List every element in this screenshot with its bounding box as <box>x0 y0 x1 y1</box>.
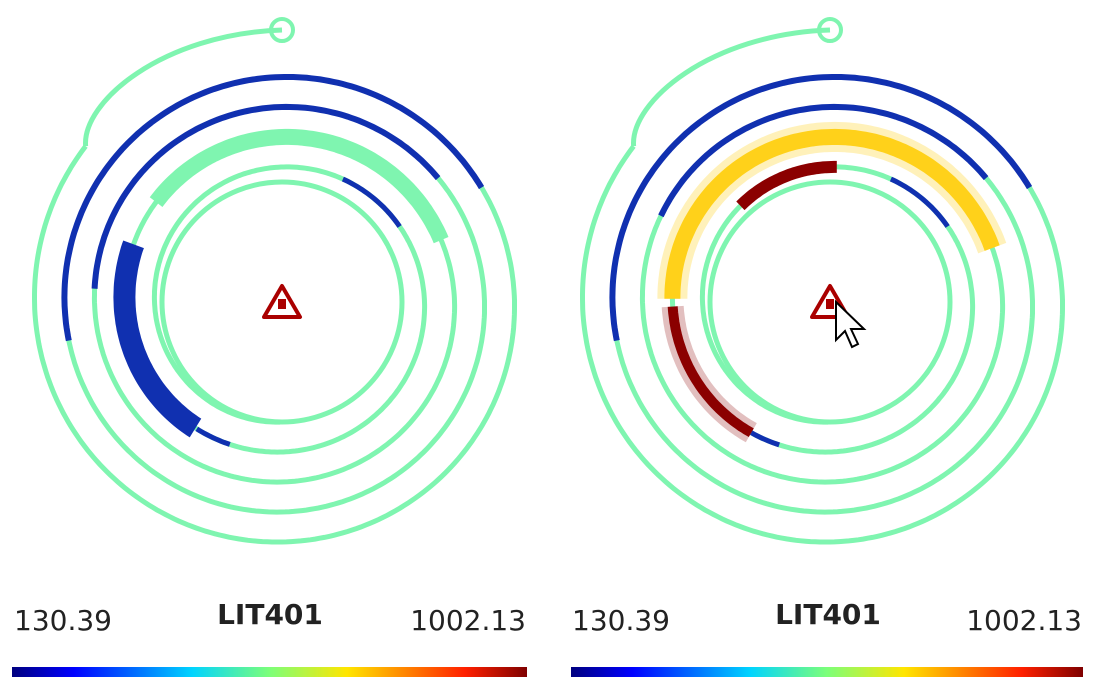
cursor <box>835 299 867 349</box>
colorbar-min: 130.39 <box>572 604 670 637</box>
segment <box>658 103 989 218</box>
colorbar-min: 130.39 <box>14 604 112 637</box>
alarm-icon-body <box>826 299 834 309</box>
lead-in <box>631 27 831 147</box>
segment <box>149 128 449 244</box>
colorbar <box>571 667 1083 677</box>
inner-ring <box>707 179 953 425</box>
segment <box>609 74 1033 342</box>
colorbar <box>12 667 527 677</box>
segment <box>661 305 757 443</box>
colorbar-max: 1002.13 <box>966 604 1082 637</box>
segment <box>750 430 781 448</box>
segment <box>113 240 202 438</box>
segment <box>341 176 402 228</box>
colorbar-title: LIT401 <box>217 598 323 631</box>
panel: 130.39 LIT401 1002.13 <box>571 17 1083 677</box>
segment <box>657 121 1007 299</box>
segment <box>61 74 485 342</box>
alarm-icon-body <box>278 299 286 309</box>
panel: 130.39 LIT401 1002.13 <box>12 17 527 677</box>
segment <box>91 103 441 289</box>
colorbar-title: LIT401 <box>775 598 881 631</box>
inner-ring <box>159 179 405 425</box>
segment <box>195 426 231 447</box>
start-marker <box>817 17 843 43</box>
lead-in <box>83 27 283 147</box>
segment <box>889 176 950 228</box>
segment <box>736 160 837 211</box>
colorbar-max: 1002.13 <box>410 604 526 637</box>
alarm-icon <box>810 284 850 319</box>
start-marker <box>269 17 295 43</box>
alarm-icon <box>262 284 302 319</box>
segment <box>664 128 1000 299</box>
spiral <box>32 74 517 545</box>
segment <box>667 306 754 438</box>
